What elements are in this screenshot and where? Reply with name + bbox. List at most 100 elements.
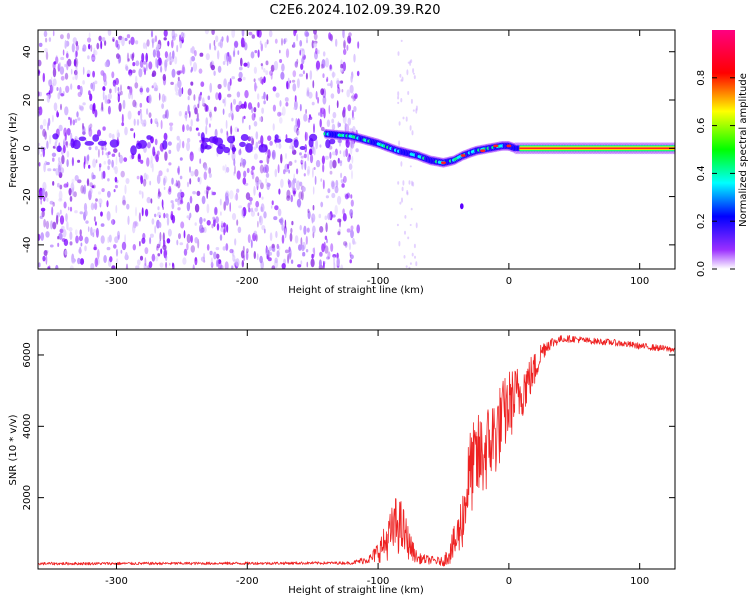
spectrogram-noise-blob (266, 94, 269, 101)
spectrogram-noise-blob (253, 251, 256, 259)
spectrogram-noise-blob (260, 203, 265, 213)
spectrogram-noise-blob (126, 34, 131, 39)
spectrogram-noise-blob (350, 194, 353, 199)
spectrogram-noise-blob (195, 118, 200, 122)
spectrogram-noise-blob (238, 71, 243, 79)
spectrogram-noise-blob (240, 209, 244, 217)
spectrogram-noise-blob (349, 84, 354, 94)
spectrogram-noise-blob (102, 170, 106, 179)
spectrogram-noise-blob (290, 259, 294, 264)
spectrogram-noise-blob (74, 210, 78, 214)
spectrogram-noise-blob (212, 216, 216, 220)
spectrogram-noise-blob (76, 111, 79, 118)
spectrogram-noise-blob (297, 129, 300, 136)
spectrogram-noise-blob (71, 157, 74, 167)
spectrogram-noise-blob (107, 151, 111, 155)
spectrogram-noise-blob (150, 118, 153, 125)
spectrogram-noise-blob (186, 233, 191, 244)
spectrogram-noise-blob (269, 70, 274, 76)
spectrogram-noise-blob (278, 188, 281, 195)
spectrogram-noise-blob (280, 153, 283, 164)
spectrogram-noise-blob (250, 239, 253, 249)
spectrogram-noise-blob (197, 132, 201, 137)
spectrogram-noise-blob (82, 80, 85, 85)
spectrogram-noise-blob (331, 214, 336, 218)
spectrogram-noise-blob (177, 192, 182, 199)
spectrogram-noise-blob (140, 111, 143, 122)
spectrogram-noise-blob (190, 170, 195, 177)
spectrogram-noise-blob (313, 167, 316, 170)
spectrogram-noise-blob (257, 220, 259, 228)
colorbar-gradient (712, 30, 735, 269)
spectrogram-noise-blob (287, 163, 290, 170)
spectrogram-noise-blob (146, 174, 149, 180)
spectrogram-noise-blob (89, 104, 94, 111)
spectrogram-noise-blob (241, 30, 245, 37)
spectrogram-noise-blob (216, 223, 220, 231)
spectrogram-noise-blob (94, 202, 98, 211)
spectrogram-noise-blob (146, 87, 150, 93)
spectrogram-noise-blob (266, 39, 269, 45)
spectrogram-noise-blob (160, 119, 163, 130)
spectrogram-noise-blob (156, 59, 159, 69)
spectrogram-noise-blob (148, 61, 153, 70)
spectrogram-noise-blob (167, 40, 170, 47)
snr-x-axis-label: Height of straight line (km) (288, 585, 424, 596)
spectrogram-noise-blob (251, 113, 256, 121)
spectrogram-noise-blob (157, 253, 161, 257)
spectrogram-noise-blob (45, 255, 48, 265)
spectrogram-noise-blob (254, 82, 257, 92)
spectrogram-noise-blob (257, 212, 260, 217)
spectrogram-noise-blob (164, 151, 168, 161)
spectrogram-noise-blob (311, 213, 316, 223)
spectrogram-noise-blob (57, 242, 60, 247)
spectrogram-faint-dot (409, 125, 412, 131)
spectrogram-noise-blob (71, 258, 76, 264)
spectrogram-noise-blob (70, 132, 73, 141)
spectrogram-band-blob (56, 145, 62, 153)
spectrogram-band-blob (329, 138, 336, 145)
spectrogram-noise-blob (238, 149, 242, 156)
spectrogram-noise-blob (48, 79, 52, 85)
spectrogram-noise-blob (181, 64, 185, 75)
spectrogram-noise-blob (90, 82, 93, 90)
spectrogram-noise-blob (337, 139, 342, 143)
spectrogram-noise-blob (142, 178, 147, 187)
spectrogram-noise-blob (270, 64, 275, 72)
spectrogram-noise-blob (89, 182, 93, 187)
spectrogram-noise-blob (46, 161, 50, 166)
spectrogram-faint-dot (399, 201, 402, 205)
spectrogram-noise-blob (199, 52, 204, 57)
spectrogram-noise-blob (340, 264, 344, 269)
spectrogram-noise-blob (139, 241, 141, 247)
spectrogram-faint-dot (412, 181, 415, 187)
spectrogram-noise-blob (51, 206, 54, 216)
spectrogram-noise-blob (152, 38, 154, 49)
spectrogram-noise-blob (274, 38, 278, 44)
spectrogram-noise-blob (107, 178, 110, 182)
spectrogram-noise-blob (122, 199, 127, 206)
spectrogram-noise-blob (180, 221, 185, 229)
spectrogram-noise-blob (65, 141, 68, 146)
spectrogram-noise-blob (127, 85, 130, 90)
spectrogram-noise-blob (74, 70, 79, 81)
spectrogram-noise-blob (292, 70, 297, 78)
spectrogram-noise-blob (226, 61, 229, 66)
spectrogram-faint-dot (397, 51, 400, 56)
spectrogram-noise-blob (58, 232, 63, 240)
spectrogram-noise-blob (146, 108, 149, 115)
spectrogram-noise-blob (346, 228, 351, 233)
spectrogram-noise-blob (43, 250, 48, 256)
spectrogram-noise-blob (157, 211, 162, 217)
spectrogram-noise-blob (143, 61, 147, 65)
spectrogram-faint-dot (398, 140, 401, 147)
spectrogram-noise-blob (64, 63, 67, 68)
spectrogram-y-ticks: -40 -20 0 20 40 (22, 45, 675, 253)
spectrogram-noise-blob (117, 87, 120, 92)
spectrogram-noise-blob (320, 178, 323, 182)
spectrogram-noise-blob (49, 134, 52, 145)
spectrogram-noise-blob (223, 222, 226, 228)
spectrogram-noise-blob (257, 49, 260, 58)
spectrogram-noise-blob (299, 40, 303, 47)
spectrogram-faint-dot (413, 75, 416, 80)
